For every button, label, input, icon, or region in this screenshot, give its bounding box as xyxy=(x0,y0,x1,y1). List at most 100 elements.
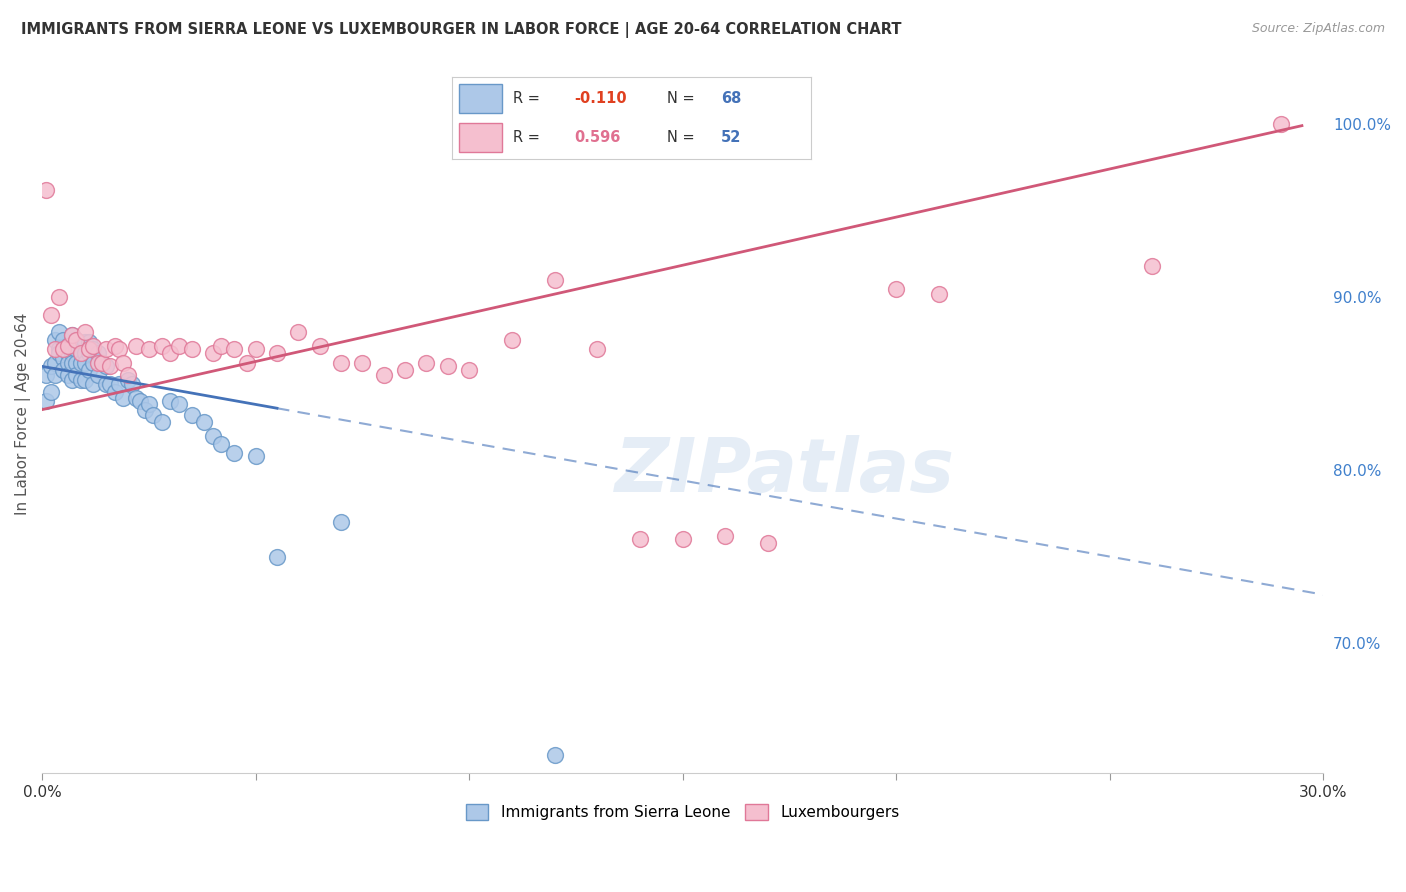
Point xyxy=(48,342,70,356)
Point xyxy=(756,535,779,549)
Point xyxy=(86,368,108,382)
Point xyxy=(373,368,395,382)
Point xyxy=(56,356,79,370)
Point xyxy=(138,342,160,356)
Point xyxy=(52,342,75,356)
Point xyxy=(330,515,353,529)
Point xyxy=(167,338,190,352)
Point xyxy=(90,356,112,370)
Point xyxy=(86,356,108,370)
Point xyxy=(52,351,75,365)
Point xyxy=(60,328,83,343)
Point xyxy=(1142,259,1164,273)
Point xyxy=(60,356,83,370)
Text: Source: ZipAtlas.com: Source: ZipAtlas.com xyxy=(1251,22,1385,36)
Text: ZIPatlas: ZIPatlas xyxy=(616,434,955,508)
Point xyxy=(1270,117,1292,131)
Point xyxy=(73,325,96,339)
Point xyxy=(60,373,83,387)
Point xyxy=(82,338,104,352)
Point xyxy=(48,325,70,339)
Point xyxy=(48,345,70,359)
Point xyxy=(352,356,374,370)
Point xyxy=(56,368,79,382)
Point xyxy=(77,335,100,350)
Point xyxy=(44,334,66,348)
Point xyxy=(245,450,267,464)
Point xyxy=(60,328,83,343)
Point xyxy=(201,428,224,442)
Point xyxy=(117,373,139,387)
Point xyxy=(73,335,96,350)
Point xyxy=(69,373,91,387)
Point xyxy=(77,363,100,377)
Point xyxy=(586,342,609,356)
Point xyxy=(69,345,91,359)
Point xyxy=(77,342,100,356)
Point xyxy=(134,402,156,417)
Point xyxy=(501,334,523,348)
Point xyxy=(60,345,83,359)
Point xyxy=(308,338,330,352)
Point xyxy=(65,368,87,382)
Point xyxy=(39,385,62,400)
Point xyxy=(35,368,58,382)
Point xyxy=(159,345,181,359)
Point xyxy=(672,533,695,547)
Y-axis label: In Labor Force | Age 20-64: In Labor Force | Age 20-64 xyxy=(15,313,31,515)
Point xyxy=(108,376,131,391)
Point xyxy=(104,385,127,400)
Point xyxy=(125,391,148,405)
Point xyxy=(52,363,75,377)
Point xyxy=(65,334,87,348)
Point xyxy=(35,183,58,197)
Point xyxy=(112,391,135,405)
Point xyxy=(52,334,75,348)
Point xyxy=(73,345,96,359)
Point xyxy=(224,446,246,460)
Legend: Immigrants from Sierra Leone, Luxembourgers: Immigrants from Sierra Leone, Luxembourg… xyxy=(460,797,905,826)
Point xyxy=(69,338,91,352)
Point xyxy=(56,338,79,352)
Point xyxy=(928,286,950,301)
Point xyxy=(56,338,79,352)
Point xyxy=(65,342,87,356)
Point xyxy=(48,290,70,304)
Point xyxy=(628,533,651,547)
Point xyxy=(65,334,87,348)
Point xyxy=(330,356,353,370)
Point xyxy=(96,376,118,391)
Point xyxy=(73,373,96,387)
Point xyxy=(86,345,108,359)
Point xyxy=(201,345,224,359)
Point xyxy=(69,356,91,370)
Point xyxy=(211,437,233,451)
Point xyxy=(266,345,288,359)
Point xyxy=(236,356,259,370)
Point xyxy=(60,338,83,352)
Point xyxy=(73,356,96,370)
Point xyxy=(121,376,143,391)
Point xyxy=(224,342,246,356)
Point xyxy=(266,549,288,564)
Point xyxy=(100,376,122,391)
Point xyxy=(125,338,148,352)
Point xyxy=(167,397,190,411)
Point xyxy=(150,338,173,352)
Point xyxy=(138,397,160,411)
Point xyxy=(39,308,62,322)
Point xyxy=(458,363,481,377)
Point xyxy=(245,342,267,356)
Point xyxy=(142,408,165,422)
Point xyxy=(437,359,460,374)
Point xyxy=(69,345,91,359)
Point xyxy=(159,394,181,409)
Point xyxy=(77,345,100,359)
Point xyxy=(104,338,127,352)
Point xyxy=(180,342,202,356)
Point xyxy=(543,273,565,287)
Text: IMMIGRANTS FROM SIERRA LEONE VS LUXEMBOURGER IN LABOR FORCE | AGE 20-64 CORRELAT: IMMIGRANTS FROM SIERRA LEONE VS LUXEMBOU… xyxy=(21,22,901,38)
Point xyxy=(543,748,565,763)
Point xyxy=(82,376,104,391)
Point xyxy=(100,359,122,374)
